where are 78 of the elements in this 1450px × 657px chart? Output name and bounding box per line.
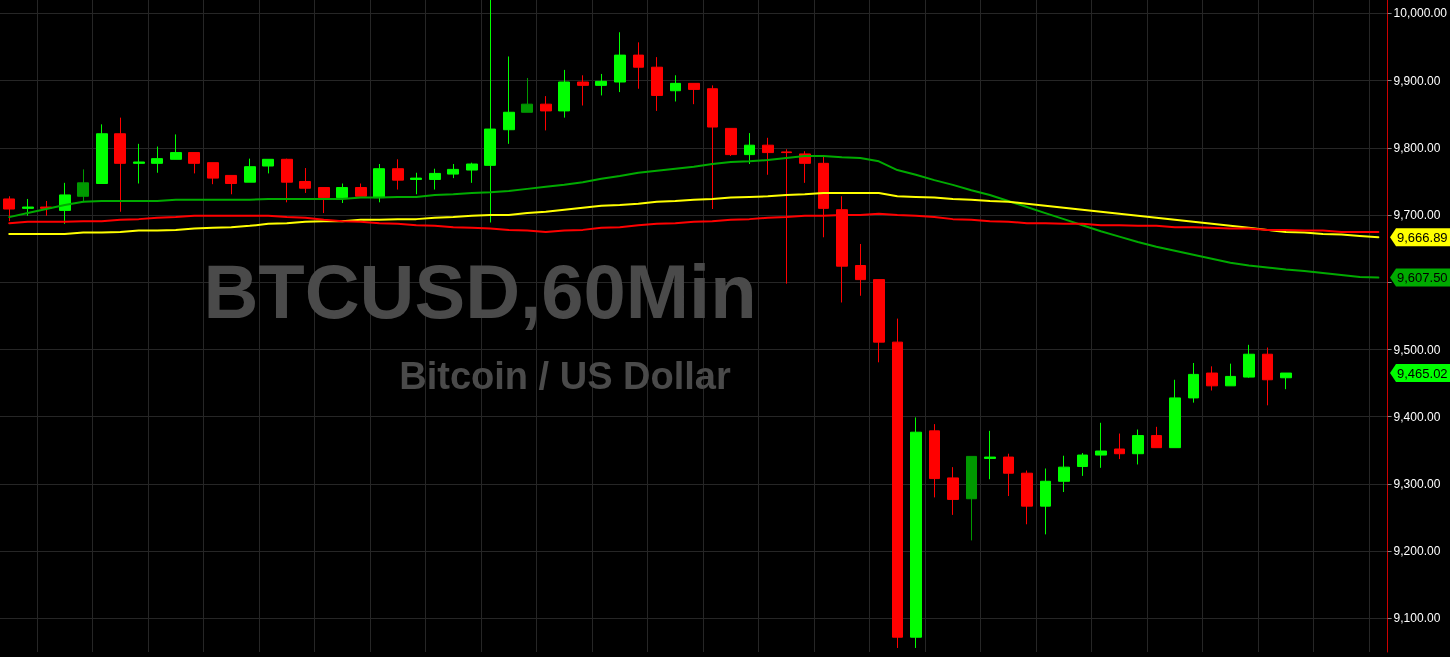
candlestick — [873, 279, 885, 363]
candlestick — [484, 0, 496, 223]
candlestick — [1058, 455, 1070, 493]
candlestick — [966, 455, 977, 541]
candlestick — [1262, 347, 1273, 406]
y-tick-label: 9,800.00 — [1393, 140, 1441, 155]
candlestick — [614, 31, 626, 93]
candlestick — [336, 183, 348, 204]
candlestick — [744, 132, 755, 165]
candlestick — [1225, 363, 1236, 387]
candlestick — [725, 127, 737, 157]
text: 9,607.50 — [1397, 270, 1448, 286]
candlestick — [855, 243, 866, 297]
candlestick — [133, 143, 145, 184]
candlestick — [22, 198, 34, 217]
candlestick — [373, 163, 385, 203]
candlestick — [1077, 452, 1088, 477]
candlestick — [707, 84, 718, 210]
candlestick — [410, 172, 422, 195]
candlestick — [151, 146, 163, 174]
candlestick — [1188, 362, 1199, 404]
candlestick — [984, 430, 996, 480]
candlestick — [170, 133, 182, 160]
candlestick — [1280, 372, 1292, 390]
candlestick — [947, 466, 959, 516]
y-tick-label: 9,900.00 — [1393, 73, 1441, 88]
candlestick — [96, 123, 108, 184]
text: 9,666.89 — [1397, 229, 1448, 245]
y-tick-label: 9,500.00 — [1393, 342, 1441, 357]
candlestick — [77, 168, 89, 203]
candlestick — [540, 95, 552, 131]
candlestick — [1169, 379, 1181, 449]
candlestick — [447, 163, 459, 179]
candlestick — [1132, 429, 1144, 465]
candlestick — [762, 137, 774, 176]
text: BTCUSD,60Min — [203, 248, 757, 334]
candlestick — [521, 77, 533, 113]
candlestick — [1206, 365, 1218, 392]
candlestick — [892, 318, 903, 649]
candlestick — [318, 187, 330, 214]
candlestick — [651, 56, 663, 112]
candlestick — [577, 74, 589, 107]
candlestick — [1040, 468, 1051, 535]
candlestick — [114, 117, 126, 213]
text: Bitcoin / US Dollar — [399, 355, 731, 397]
y-tick-label: 10,000.00 — [1393, 6, 1448, 21]
candlestick — [1243, 344, 1255, 379]
candlestick — [392, 158, 404, 191]
line-series — [8, 191, 1380, 239]
y-tick-label: 9,300.00 — [1393, 476, 1441, 491]
candlestick — [1003, 453, 1014, 497]
text: 9,465.02 — [1397, 365, 1448, 381]
candlestick — [466, 162, 478, 184]
candlestick — [688, 82, 700, 105]
candlestick — [225, 174, 237, 195]
candlestick — [262, 158, 274, 174]
candlestick — [633, 41, 644, 90]
candlestick — [244, 158, 256, 183]
candlestick — [1095, 422, 1107, 469]
candlestick — [670, 74, 681, 102]
candlestick — [929, 423, 940, 498]
candlestick — [1114, 433, 1125, 460]
y-tick-label: 9,700.00 — [1393, 208, 1441, 223]
candlestick — [1151, 426, 1162, 449]
candlestick — [355, 183, 367, 197]
candlestick — [281, 158, 293, 203]
candlestick — [207, 162, 219, 185]
candlestick — [1021, 470, 1033, 525]
y-tick-label: 9,200.00 — [1393, 544, 1441, 559]
candlestick — [558, 69, 570, 119]
y-tick-label: 9,400.00 — [1393, 409, 1441, 424]
candlestick — [429, 168, 441, 191]
candlestick — [188, 152, 200, 174]
candlestick — [299, 167, 311, 194]
y-tick-label: 9,100.00 — [1393, 611, 1441, 626]
candlestick — [595, 73, 607, 96]
candlestick — [910, 416, 922, 649]
candlestick — [503, 55, 515, 145]
